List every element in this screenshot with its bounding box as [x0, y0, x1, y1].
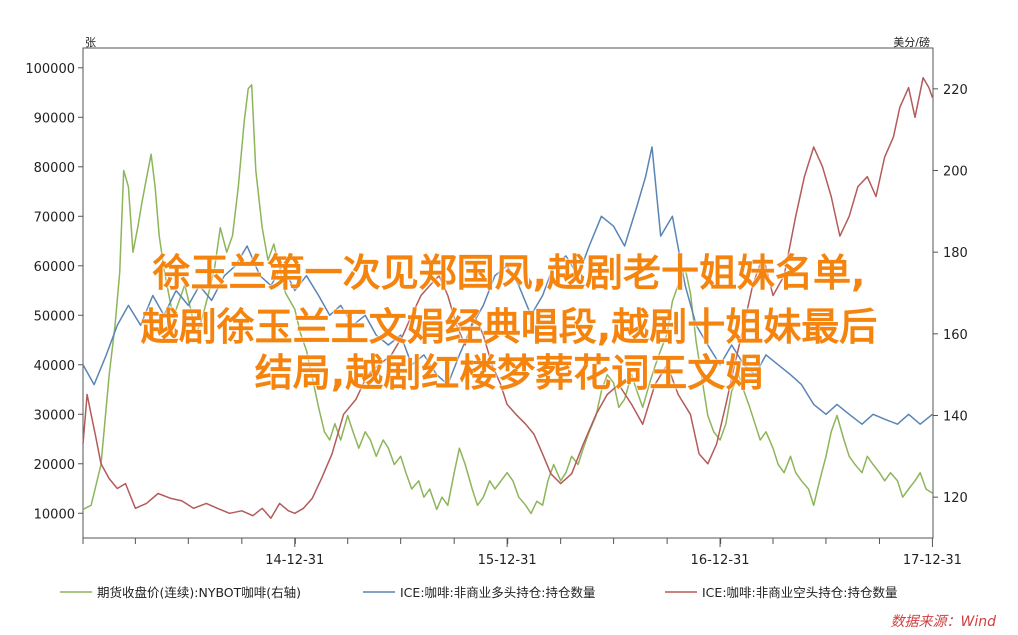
left-tick-label: 100000: [25, 62, 75, 77]
legend-label-price: 期货收盘价(连续):NYBOT咖啡(右轴): [97, 585, 301, 600]
legend: 期货收盘价(连续):NYBOT咖啡(右轴) ICE:咖啡:非商业多头持仓:持仓数…: [60, 585, 897, 600]
legend-item-price: 期货收盘价(连续):NYBOT咖啡(右轴): [60, 585, 301, 600]
x-axis: 14-12-31 15-12-31 16-12-31 17-12-31: [82, 538, 962, 568]
right-tick-label: 160: [943, 328, 968, 343]
series-line-long: [82, 146, 933, 425]
left-tick-label: 30000: [34, 408, 75, 423]
left-axis-unit: 张: [85, 36, 96, 49]
x-tick-label: 15-12-31: [478, 553, 537, 568]
right-tick-label: 220: [943, 83, 968, 98]
series-line-short: [82, 76, 934, 519]
right-tick-label: 200: [943, 165, 968, 180]
left-tick-label: 40000: [34, 359, 75, 374]
left-tick-label: 90000: [34, 111, 75, 126]
x-tick-label: 16-12-31: [691, 553, 750, 568]
left-tick-label: 20000: [34, 458, 75, 473]
left-tick-label: 50000: [34, 309, 75, 324]
left-axis: 10000 20000 30000 40000 50000 60000 70000 80000…: [25, 62, 83, 522]
right-axis-unit: 美分/磅: [893, 35, 930, 49]
right-tick-label: 120: [943, 491, 968, 506]
series-layer: [82, 76, 934, 519]
left-tick-label: 60000: [34, 260, 75, 275]
legend-item-short: ICE:咖啡:非商业空头持仓:持仓数量: [665, 585, 897, 600]
x-tick-label: 17-12-31: [903, 553, 962, 568]
overlay-headline-line-1: 徐玉兰第一次见郑国凤,越剧老十姐妹名单,: [152, 251, 866, 295]
left-tick-label: 80000: [34, 161, 75, 176]
series-line-price: [82, 84, 933, 515]
left-tick-label: 10000: [34, 507, 75, 522]
data-source-note: 数据来源：Wind: [890, 614, 997, 630]
left-tick-label: 70000: [34, 210, 75, 225]
x-tick-label: 14-12-31: [265, 553, 324, 568]
legend-item-long: ICE:咖啡:非商业多头持仓:持仓数量: [363, 585, 595, 600]
right-tick-label: 140: [943, 410, 968, 425]
legend-label-short: ICE:咖啡:非商业空头持仓:持仓数量: [702, 585, 897, 600]
right-axis: 120 140 160 180 200 220: [933, 83, 968, 506]
overlay-headline-line-3: 结局,越剧红楼梦葬花词王文娟: [254, 351, 764, 395]
right-tick-label: 180: [943, 246, 968, 261]
overlay-headline-line-2: 越剧徐玉兰王文娟经典唱段,越剧十姐妹最后: [140, 305, 878, 349]
legend-label-long: ICE:咖啡:非商业多头持仓:持仓数量: [400, 585, 595, 600]
